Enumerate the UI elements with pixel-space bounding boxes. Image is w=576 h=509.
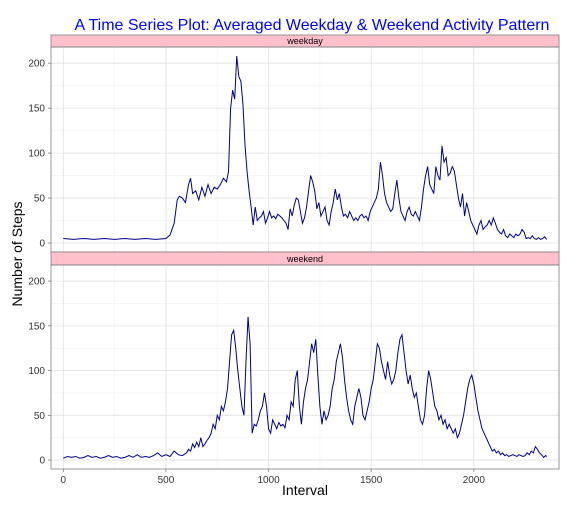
x-tick-label: 2000 [463,475,486,486]
y-tick-label: 0 [39,239,45,250]
panel-border-weekend [50,264,560,470]
y-tick-label: 150 [28,104,45,115]
x-axis-label: Interval [282,482,328,498]
y-tick-label: 100 [28,149,45,160]
x-tick-label: 1500 [360,475,383,486]
y-tick-label: 100 [28,366,45,377]
series-line-weekend [63,316,548,459]
panel-border-weekday [50,46,560,253]
series-line-weekday [63,55,548,240]
facet-strip-label-weekday: weekday [286,36,323,46]
chart-title: A Time Series Plot: Averaged Weekday & W… [75,17,550,34]
y-tick-label: 200 [28,277,45,288]
y-tick-label: 0 [39,456,45,467]
y-tick-label: 50 [34,194,46,205]
x-tick-label: 500 [158,475,175,486]
x-tick-label: 0 [61,475,67,486]
y-tick-label: 200 [28,59,45,70]
facet-strip-label-weekend: weekend [286,254,323,264]
x-tick-label: 1000 [257,475,280,486]
y-tick-label: 150 [28,321,45,332]
y-tick-label: 50 [34,411,46,422]
y-axis-label: Number of Steps [9,201,25,306]
